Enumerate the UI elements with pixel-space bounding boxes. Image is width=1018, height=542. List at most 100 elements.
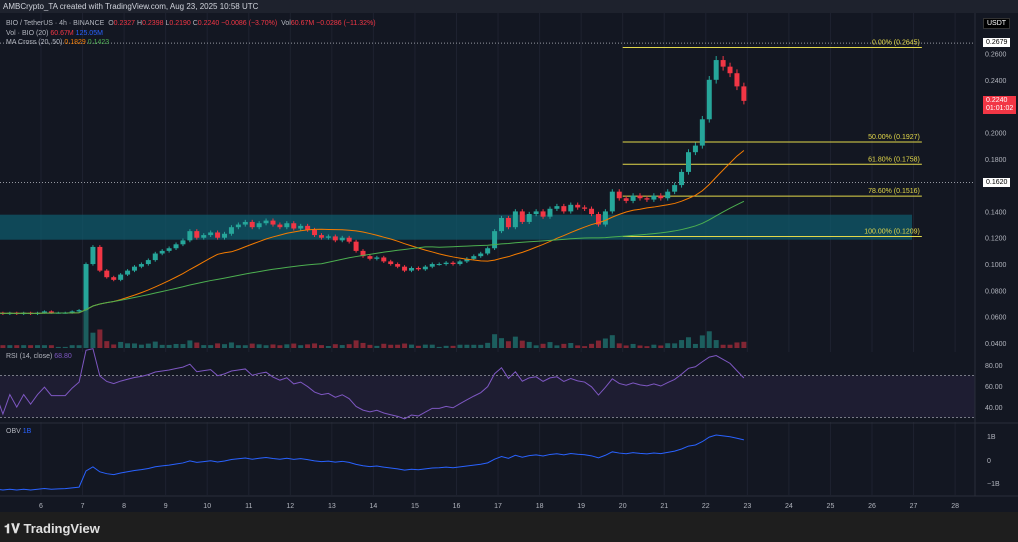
volume-bar <box>450 345 456 348</box>
obv-legend[interactable]: OBV 1B <box>6 428 31 435</box>
volume-bar <box>235 345 241 348</box>
volume-bar <box>402 343 408 348</box>
volume-bar <box>713 340 719 348</box>
candle <box>360 250 366 257</box>
candle <box>672 185 678 192</box>
footer: 𝟏𝐕 TradingView <box>0 512 1018 542</box>
volume-bar <box>180 344 186 348</box>
fib-label: 100.00% (0.1209) <box>864 229 920 236</box>
volume-bar <box>429 344 435 348</box>
volume-bar <box>651 344 657 348</box>
candle <box>270 220 276 225</box>
obv-tick: −1B <box>987 481 1000 488</box>
candle <box>485 248 491 254</box>
volume-bar <box>138 344 144 348</box>
candle <box>415 267 421 270</box>
candle <box>388 261 394 265</box>
candle <box>318 235 324 238</box>
candle <box>277 224 283 228</box>
candle <box>291 223 297 229</box>
candle <box>256 223 262 228</box>
price-tick: 0.0400 <box>985 341 1007 348</box>
date-tick: 6 <box>39 503 43 510</box>
date-tick: 10 <box>203 503 211 510</box>
candle <box>540 211 546 217</box>
rsi-value: 68.80 <box>54 353 72 360</box>
volume-bar <box>97 329 103 348</box>
rsi-tick: 60.00 <box>985 384 1003 391</box>
date-tick: 11 <box>245 503 252 510</box>
volume-bar <box>692 343 698 348</box>
candle <box>173 244 179 249</box>
volume-bar <box>125 343 131 348</box>
level-price-tag: 0.1620 <box>983 178 1011 187</box>
volume-bar <box>415 345 421 348</box>
volume-bar <box>637 345 643 348</box>
chart-canvas[interactable]: 0.00% (0.2645) 50.00% (0.1927) 61.80% (0.1… <box>0 0 1018 512</box>
candle <box>201 235 207 238</box>
candle <box>692 145 698 153</box>
candle <box>125 270 131 275</box>
candle <box>679 171 685 186</box>
candle <box>533 211 539 215</box>
candle <box>464 258 470 262</box>
candle <box>575 204 581 208</box>
vol-label: Vol <box>281 20 291 27</box>
candle <box>637 195 643 199</box>
volume-bar <box>0 345 6 348</box>
rsi-legend[interactable]: RSI (14, close) 68.80 <box>6 353 72 360</box>
candle <box>429 264 435 267</box>
currency-button[interactable]: USDT <box>983 18 1011 29</box>
volume-bar <box>111 344 117 348</box>
candle <box>595 214 601 225</box>
volume-bar <box>277 345 283 348</box>
candle <box>499 217 505 232</box>
date-tick: 23 <box>743 503 751 510</box>
open-value: 0.2327 <box>113 20 136 27</box>
volume-bar <box>457 344 463 348</box>
vol-change: −0.0286 (−11.32%) <box>316 20 376 27</box>
rsi-label: RSI (14, close) <box>6 353 53 360</box>
volume-bar <box>76 345 82 348</box>
candle <box>651 195 657 200</box>
candle <box>582 207 588 209</box>
brand-name: TradingView <box>23 521 100 536</box>
volume-bar <box>512 336 518 348</box>
candle <box>180 240 186 245</box>
volume-bar <box>312 343 318 348</box>
attribution-text: AMBCrypto_TA created with TradingView.co… <box>3 2 259 11</box>
obv-value: 1B <box>22 428 32 435</box>
volume-bar <box>609 335 615 348</box>
date-tick: 27 <box>910 503 918 510</box>
volume-bar <box>679 340 685 348</box>
candle <box>249 221 255 228</box>
volume-bar <box>727 344 733 348</box>
ma-legend[interactable]: MA Cross (20, 50) 0.1829 0.1423 <box>6 38 376 48</box>
volume-legend[interactable]: Vol · BIO (20) 60.67M 125.05M <box>6 29 376 39</box>
last-price-tag: 0.2240 01:01:02 <box>983 96 1017 114</box>
volume-bar <box>7 345 13 348</box>
volume-bar <box>561 343 567 348</box>
candle <box>561 206 567 212</box>
chart-background <box>0 13 1018 512</box>
volume-bar <box>602 338 608 348</box>
symbol-legend[interactable]: BIO / TetherUS · 4h · BINANCE O0.2327 H0… <box>6 19 376 29</box>
volume-bar <box>28 345 34 348</box>
candle <box>339 237 345 241</box>
close-value: 0.2240 <box>197 20 220 27</box>
volume-bar <box>630 343 636 348</box>
candle <box>457 261 463 265</box>
candle <box>353 241 359 251</box>
date-tick: 28 <box>951 503 959 510</box>
volume-bar <box>589 343 595 348</box>
candle <box>519 211 525 222</box>
volume-bar <box>374 345 380 348</box>
volume-bar <box>388 344 394 348</box>
volume-bar <box>616 343 622 348</box>
date-tick: 14 <box>370 503 378 510</box>
volume-bar <box>145 343 151 348</box>
volume-bar <box>526 341 532 348</box>
candle <box>478 253 484 257</box>
l-label: L <box>165 20 170 27</box>
ma-v1: 0.1829 <box>64 39 86 46</box>
